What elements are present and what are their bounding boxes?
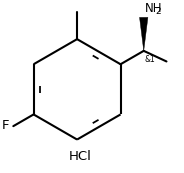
Text: F: F [2,119,9,132]
Polygon shape [139,17,148,51]
Text: HCl: HCl [69,150,92,163]
Text: NH: NH [145,2,162,15]
Text: 2: 2 [155,7,161,16]
Text: &1: &1 [145,55,155,64]
